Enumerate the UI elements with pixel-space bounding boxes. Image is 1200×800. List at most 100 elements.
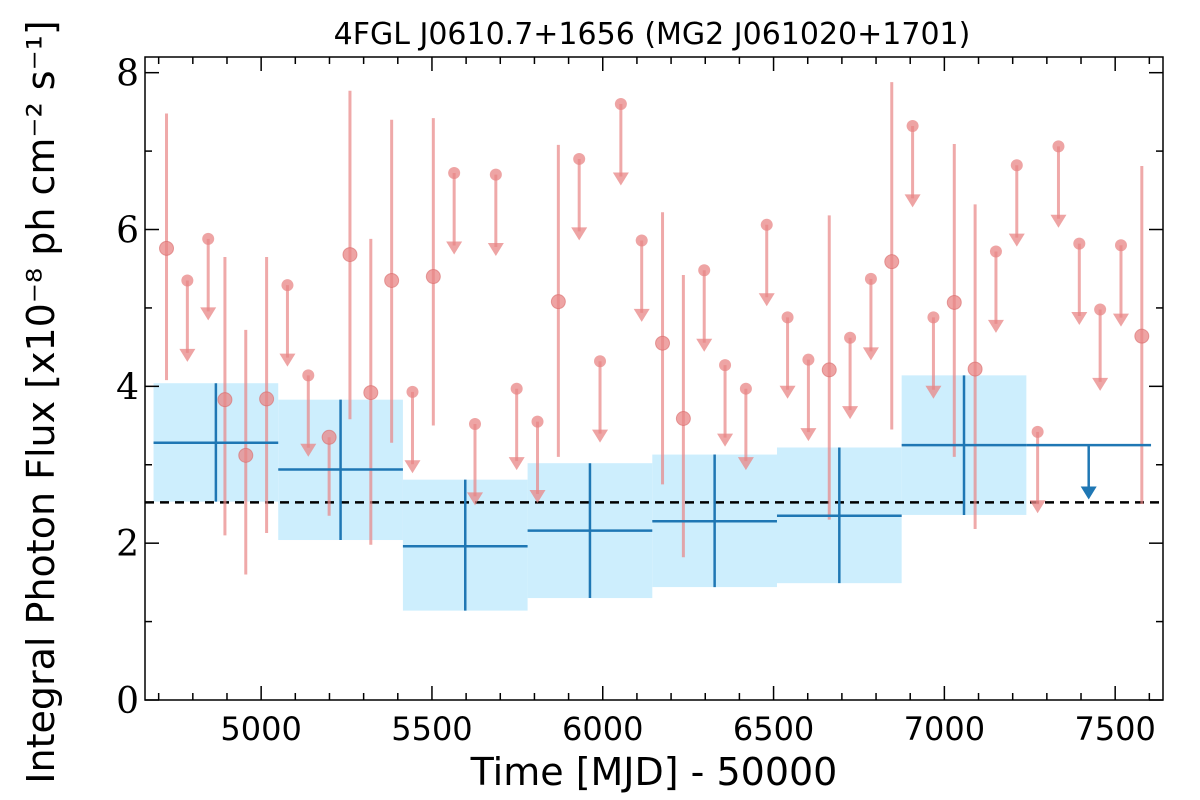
- upper-limit-marker: [1073, 237, 1086, 250]
- upper-limit-marker: [614, 98, 627, 111]
- upper-limit-arrowhead: [404, 460, 421, 474]
- short-bin-upper-limit-23: [925, 311, 942, 399]
- short-bin-detection-3: [259, 256, 275, 533]
- upper-limit-arrowhead: [487, 243, 504, 257]
- short-bin-detection-6: [363, 238, 379, 545]
- short-bin-detection-5: [342, 90, 358, 420]
- upper-limit-marker: [594, 355, 607, 368]
- upper-limit-marker: [573, 152, 586, 165]
- x-tick-labels: 5000 5500 6000 6500 7000 7500: [220, 710, 1155, 748]
- x-tick-label: 6000: [562, 710, 643, 748]
- short-bin-upper-limit-6: [466, 417, 483, 506]
- short-bin-point: [884, 254, 900, 270]
- short-bin-upper-limit-7: [487, 168, 504, 257]
- short-bin-upper-limit-27: [1050, 140, 1067, 228]
- short-bin-upper-limit-22: [904, 120, 921, 208]
- upper-limit-arrowhead: [466, 492, 483, 506]
- short-bin-upper-limit-26: [1029, 425, 1046, 514]
- short-bin-upper-limit-13: [633, 234, 650, 322]
- plot-area: [145, 82, 1163, 611]
- short-bin-upper-limit-20: [842, 331, 859, 420]
- long-bin-detection-6: [901, 375, 1027, 515]
- short-bin-upper-limit-3: [300, 369, 317, 457]
- short-bin-upper-limit-14: [696, 264, 713, 352]
- short-bin-upper-limit-30: [1112, 239, 1129, 327]
- x-tick-label: 7500: [1074, 710, 1155, 748]
- short-bin-point: [363, 385, 379, 401]
- y-tick-label: 8: [116, 54, 139, 95]
- short-bin-upper-limit-5: [446, 167, 463, 255]
- upper-limit-arrowhead: [300, 443, 317, 457]
- short-bin-upper-limit-24: [987, 245, 1004, 333]
- upper-limit-marker: [281, 279, 294, 292]
- short-bin-upper-limit-10: [571, 152, 588, 241]
- upper-limit-arrowhead: [446, 241, 463, 255]
- short-bin-point: [550, 294, 566, 310]
- short-bin-point: [1134, 328, 1150, 344]
- short-bin-detection-15: [967, 204, 983, 530]
- y-tick-label: 2: [116, 524, 139, 565]
- upper-limit-arrowhead: [1112, 313, 1129, 327]
- upper-limit-marker: [448, 167, 461, 180]
- short-bin-point: [946, 294, 962, 310]
- long-bin-detection-3: [527, 463, 653, 599]
- upper-limit-arrowhead: [925, 385, 942, 399]
- long-bin-detection-1: [278, 399, 403, 541]
- short-bin-point: [967, 361, 983, 377]
- short-bin-detection-4: [321, 429, 337, 516]
- upper-limit-marker: [510, 382, 523, 395]
- short-bin-detection-7: [384, 119, 400, 443]
- upper-limit-arrowhead: [779, 385, 796, 399]
- short-bin-point: [821, 362, 837, 378]
- short-bin-detection-10: [655, 212, 671, 485]
- upper-limit-arrowhead: [737, 457, 754, 471]
- upper-limit-marker: [739, 382, 752, 395]
- upper-limit-marker: [781, 311, 794, 324]
- short-bin-point: [342, 247, 358, 263]
- upper-limit-marker: [202, 232, 215, 245]
- short-bin-point: [384, 272, 400, 288]
- short-bin-upper-limit-15: [717, 359, 734, 447]
- long-bin-detection-2: [402, 479, 528, 611]
- upper-limit-arrowhead: [696, 338, 713, 352]
- short-bin-point: [259, 391, 275, 407]
- short-bin-detection-12: [821, 215, 837, 520]
- short-bin-upper-limit-11: [592, 355, 609, 443]
- upper-limit-arrowhead: [508, 457, 525, 471]
- chart-title: 4FGL J0610.7+1656 (MG2 J061020+1701): [334, 17, 971, 52]
- y-tick-label: 4: [116, 367, 139, 408]
- short-bin-upper-limit-25: [1008, 159, 1025, 247]
- upper-limit-arrowhead: [592, 429, 609, 443]
- axis-ticks: [145, 57, 1163, 701]
- short-bin-point: [425, 269, 441, 285]
- short-bin-upper-limit-18: [779, 311, 796, 399]
- short-bin-upper-limit-29: [1092, 303, 1109, 391]
- short-bin-detection-14: [946, 144, 962, 457]
- upper-limit-arrowhead: [633, 308, 650, 322]
- upper-limit-marker: [1010, 159, 1023, 172]
- upper-limit-arrowhead: [200, 307, 217, 321]
- long-bin-detection-4: [652, 454, 777, 588]
- short-bin-upper-limit-21: [862, 272, 879, 361]
- upper-limit-marker: [1052, 140, 1065, 153]
- short-bin-detection-8: [425, 118, 441, 426]
- upper-limit-marker: [760, 218, 773, 231]
- short-bin-point: [675, 410, 691, 426]
- short-bin-detection-1: [217, 256, 233, 536]
- upper-limit-arrowhead: [612, 172, 629, 186]
- upper-limit-arrowhead: [1029, 500, 1046, 514]
- long-bin-ul-arrowhead: [1080, 486, 1097, 500]
- upper-limit-marker: [302, 369, 315, 382]
- short-bin-point: [321, 429, 337, 445]
- upper-limit-marker: [906, 120, 919, 133]
- upper-limit-arrowhead: [800, 428, 817, 442]
- upper-limit-arrowhead: [717, 433, 734, 447]
- y-tick-label: 0: [116, 681, 139, 722]
- short-bin-detection-13: [884, 82, 900, 430]
- x-tick-label: 5500: [391, 710, 472, 748]
- short-bin-upper-limit-12: [612, 98, 629, 186]
- upper-limit-marker: [1114, 239, 1127, 252]
- upper-limit-marker: [1031, 425, 1044, 438]
- upper-limit-marker: [844, 331, 857, 344]
